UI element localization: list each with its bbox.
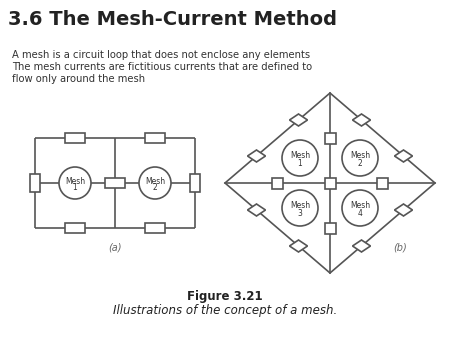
Polygon shape — [225, 93, 435, 273]
Text: Mesh: Mesh — [350, 201, 370, 211]
Text: 2: 2 — [153, 184, 158, 193]
Bar — [145, 133, 165, 143]
Text: 4: 4 — [358, 209, 362, 217]
Text: Mesh: Mesh — [350, 151, 370, 161]
Bar — [105, 178, 125, 188]
Text: 3.6 The Mesh-Current Method: 3.6 The Mesh-Current Method — [8, 10, 337, 29]
Text: 1: 1 — [72, 184, 77, 193]
Bar — [65, 223, 85, 233]
Bar — [324, 177, 336, 189]
Circle shape — [282, 140, 318, 176]
Circle shape — [342, 190, 378, 226]
Polygon shape — [289, 114, 307, 126]
Bar — [190, 174, 200, 192]
Text: 1: 1 — [297, 159, 302, 168]
Bar — [145, 223, 165, 233]
Text: The mesh currents are fictitious currents that are defined to: The mesh currents are fictitious current… — [12, 62, 312, 72]
Circle shape — [282, 190, 318, 226]
Bar — [377, 177, 388, 189]
Circle shape — [139, 167, 171, 199]
Polygon shape — [352, 240, 370, 252]
Text: A mesh is a circuit loop that does not enclose any elements: A mesh is a circuit loop that does not e… — [12, 50, 310, 60]
Text: (b): (b) — [393, 242, 407, 252]
Bar — [324, 222, 336, 234]
Polygon shape — [289, 240, 307, 252]
Text: 3: 3 — [297, 209, 302, 217]
Polygon shape — [248, 204, 266, 216]
Text: Figure 3.21: Figure 3.21 — [187, 290, 263, 303]
Polygon shape — [395, 150, 413, 162]
Text: Mesh: Mesh — [65, 176, 85, 186]
Text: (a): (a) — [108, 242, 122, 252]
Polygon shape — [248, 150, 266, 162]
Text: Mesh: Mesh — [145, 176, 165, 186]
Circle shape — [59, 167, 91, 199]
Polygon shape — [395, 204, 413, 216]
Bar — [272, 177, 283, 189]
Bar — [324, 132, 336, 144]
Text: Mesh: Mesh — [290, 151, 310, 161]
Bar — [65, 133, 85, 143]
Text: flow only around the mesh: flow only around the mesh — [12, 74, 145, 84]
Text: 2: 2 — [358, 159, 362, 168]
Bar — [30, 174, 40, 192]
Circle shape — [342, 140, 378, 176]
Polygon shape — [352, 114, 370, 126]
Text: Mesh: Mesh — [290, 201, 310, 211]
Text: Illustrations of the concept of a mesh.: Illustrations of the concept of a mesh. — [113, 304, 337, 317]
